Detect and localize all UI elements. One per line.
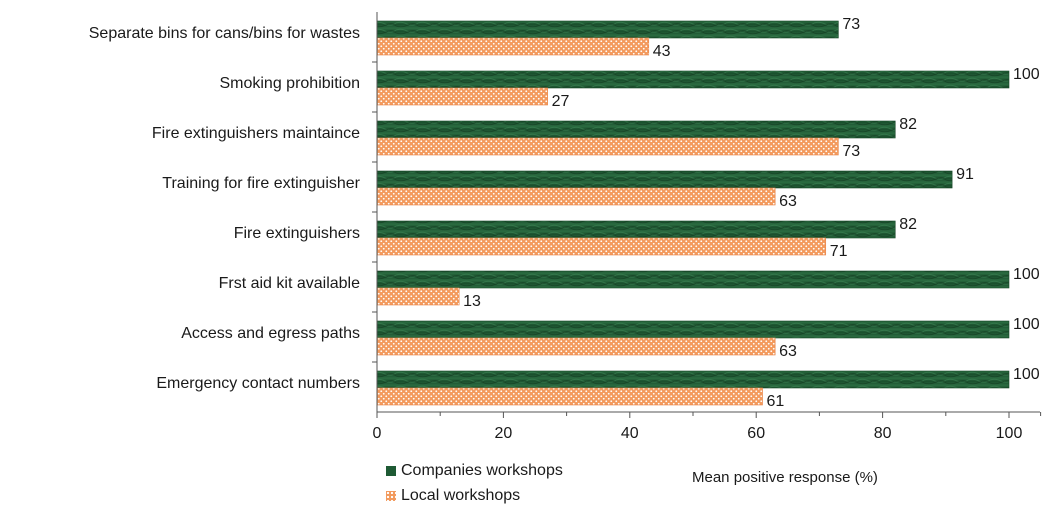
x-axis-title: Mean positive response (%) (692, 469, 878, 486)
x-tick-label-80: 80 (874, 425, 892, 442)
legend-swatch-local (386, 490, 396, 501)
bar-local-workshops-access-and-egress-paths (376, 337, 776, 356)
legend-label-local: Local workshops (401, 487, 521, 504)
category-label-separate-bins-for-cans-bins-for-wastes: Separate bins for cans/bins for wastes (89, 25, 360, 42)
bar-companies-workshops-fire-extinguishers (376, 220, 896, 239)
bar-companies-workshops-smoking-prohibition (376, 70, 1010, 89)
category-label-training-for-fire-extinguisher: Training for fire extinguisher (162, 175, 360, 192)
bar-companies-workshops-separate-bins-for-cans-bins-for-wastes (376, 20, 839, 39)
bar-local-workshops-frst-aid-kit-available (376, 287, 460, 306)
bar-local-workshops-fire-extinguishers-maintaince (376, 137, 839, 156)
data-label-local-workshops-smoking-prohibition: 27 (552, 93, 570, 110)
bar-companies-workshops-training-for-fire-extinguisher (376, 170, 953, 189)
bar-companies-workshops-frst-aid-kit-available (376, 270, 1010, 289)
bar-local-workshops-fire-extinguishers (376, 237, 827, 256)
data-label-local-workshops-training-for-fire-extinguisher: 63 (779, 193, 797, 210)
legend-item-companies: Companies workshops (386, 458, 563, 483)
data-label-local-workshops-frst-aid-kit-available: 13 (463, 293, 481, 310)
data-label-local-workshops-access-and-egress-paths: 63 (779, 343, 797, 360)
bar-local-workshops-emergency-contact-numbers (376, 387, 763, 406)
bar-local-workshops-separate-bins-for-cans-bins-for-wastes (376, 37, 650, 56)
category-label-emergency-contact-numbers: Emergency contact numbers (156, 375, 360, 392)
legend-label-companies: Companies workshops (401, 462, 563, 479)
data-label-local-workshops-fire-extinguishers: 71 (830, 243, 848, 260)
x-tick-label-60: 60 (747, 425, 765, 442)
category-label-frst-aid-kit-available: Frst aid kit available (219, 275, 360, 292)
data-label-local-workshops-emergency-contact-numbers: 61 (767, 393, 785, 410)
bar-companies-workshops-emergency-contact-numbers (376, 370, 1010, 389)
x-tick-label-20: 20 (495, 425, 513, 442)
data-label-companies-workshops-frst-aid-kit-available: 100 (1013, 266, 1040, 283)
bar-companies-workshops-fire-extinguishers-maintaince (376, 120, 896, 139)
data-label-local-workshops-fire-extinguishers-maintaince: 73 (842, 143, 860, 160)
category-label-access-and-egress-paths: Access and egress paths (181, 325, 360, 342)
data-label-companies-workshops-fire-extinguishers: 82 (899, 216, 917, 233)
x-tick-label-40: 40 (621, 425, 639, 442)
category-label-fire-extinguishers-maintaince: Fire extinguishers maintaince (152, 125, 360, 142)
x-tick-label-0: 0 (373, 425, 382, 442)
data-label-companies-workshops-training-for-fire-extinguisher: 91 (956, 166, 974, 183)
legend: Companies workshops Local workshops (386, 458, 563, 508)
bar-chart: Separate bins for cans/bins for wastes 73… (89, 12, 1042, 442)
data-label-companies-workshops-emergency-contact-numbers: 100 (1013, 366, 1040, 383)
data-label-companies-workshops-fire-extinguishers-maintaince: 82 (899, 116, 917, 133)
category-label-smoking-prohibition: Smoking prohibition (219, 75, 360, 92)
data-label-local-workshops-separate-bins-for-cans-bins-for-wastes: 43 (653, 43, 671, 60)
bar-companies-workshops-access-and-egress-paths (376, 320, 1010, 339)
bar-local-workshops-training-for-fire-extinguisher (376, 187, 776, 206)
data-label-companies-workshops-separate-bins-for-cans-bins-for-wastes: 73 (842, 16, 860, 33)
category-label-fire-extinguishers: Fire extinguishers (234, 225, 360, 242)
legend-item-local: Local workshops (386, 483, 563, 508)
x-tick-label-100: 100 (996, 425, 1023, 442)
bar-local-workshops-smoking-prohibition (376, 87, 548, 106)
data-label-companies-workshops-access-and-egress-paths: 100 (1013, 316, 1040, 333)
legend-swatch-companies (386, 465, 396, 476)
data-label-companies-workshops-smoking-prohibition: 100 (1013, 66, 1040, 83)
